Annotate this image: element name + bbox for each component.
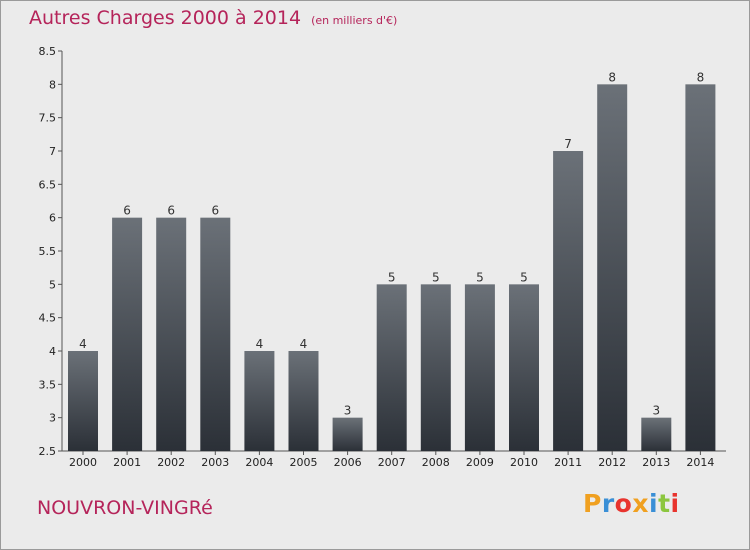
x-tick-label-2001: 2001 [113, 456, 141, 469]
value-label-2008: 5 [432, 270, 440, 284]
chart-title: Autres Charges 2000 à 2014 [29, 7, 302, 29]
value-label-2002: 6 [167, 204, 175, 218]
y-tick-label: 7 [49, 145, 56, 158]
x-tick-label-2012: 2012 [598, 456, 626, 469]
value-label-2010: 5 [520, 270, 528, 284]
x-tick-label-2007: 2007 [378, 456, 406, 469]
x-tick-label-2008: 2008 [422, 456, 450, 469]
value-label-2007: 5 [388, 270, 396, 284]
logo-letter: P [583, 489, 602, 518]
logo-letter: x [632, 489, 649, 518]
x-tick-label-2003: 2003 [201, 456, 229, 469]
value-label-2000: 4 [79, 337, 87, 351]
value-label-2009: 5 [476, 270, 484, 284]
x-tick-label-2006: 2006 [334, 456, 362, 469]
bars [68, 84, 716, 451]
value-label-2014: 8 [697, 70, 705, 84]
bar-2009 [464, 284, 495, 451]
bar-2000 [68, 351, 98, 451]
y-tick-label: 8.5 [39, 45, 57, 58]
x-tick-label-2005: 2005 [290, 456, 318, 469]
x-tick-label-2000: 2000 [69, 456, 97, 469]
logo-letter: o [614, 489, 633, 518]
bar-2011 [553, 151, 584, 451]
value-labels: 4 6 6 6 4 4 3 5 5 5 5 7 8 3 8 [79, 70, 704, 417]
bar-2007 [376, 284, 407, 451]
x-tick-label-2009: 2009 [466, 456, 494, 469]
y-tick-label: 4 [49, 345, 56, 358]
y-tick-label: 4.5 [39, 312, 57, 325]
bar-2010 [509, 284, 539, 451]
proxiti-logo: Proxiti [583, 489, 680, 518]
x-tick-label-2014: 2014 [686, 456, 714, 469]
bar-2003 [200, 217, 231, 451]
y-tick-label: 3.5 [39, 378, 57, 391]
title-row: Autres Charges 2000 à 2014 (en milliers d… [29, 7, 397, 29]
y-tick-label: 8 [49, 78, 56, 91]
logo-letter: i [670, 489, 680, 518]
bar-2012 [597, 84, 628, 451]
value-label-2006: 3 [344, 404, 352, 418]
x-tick-label-2013: 2013 [642, 456, 670, 469]
chart-subtitle: (en milliers d'€) [311, 14, 398, 27]
x-tick-label-2011: 2011 [554, 456, 582, 469]
value-label-2005: 4 [300, 337, 308, 351]
bar-2013 [641, 417, 672, 451]
y-tick-label: 6 [49, 212, 56, 225]
y-tick-label: 7.5 [39, 112, 57, 125]
y-tick-label: 3 [49, 412, 56, 425]
value-label-2012: 8 [608, 70, 616, 84]
bar-2008 [420, 284, 451, 451]
y-tick-label: 2.5 [39, 445, 57, 458]
y-tick-label: 5 [49, 278, 56, 291]
x-tick-label-2002: 2002 [157, 456, 185, 469]
y-tick-label: 5.5 [39, 245, 57, 258]
bar-2001 [112, 217, 143, 451]
bar-2006 [332, 417, 363, 451]
logo-letter: i [649, 489, 659, 518]
value-label-2003: 6 [211, 204, 219, 218]
x-tick-label-2010: 2010 [510, 456, 538, 469]
value-label-2011: 7 [564, 137, 572, 151]
logo-letter: r [601, 489, 615, 518]
value-label-2001: 6 [123, 204, 131, 218]
bar-2005 [288, 351, 319, 451]
town-name: NOUVRON-VINGRé [37, 497, 213, 519]
value-label-2004: 4 [256, 337, 264, 351]
bar-2002 [156, 217, 187, 451]
x-tick-label-2004: 2004 [245, 456, 273, 469]
y-tick-label: 6.5 [39, 178, 57, 191]
logo-letter: t [658, 489, 671, 518]
value-label-2013: 3 [652, 404, 660, 418]
bar-2004 [244, 351, 275, 451]
bar-2014 [685, 84, 716, 451]
